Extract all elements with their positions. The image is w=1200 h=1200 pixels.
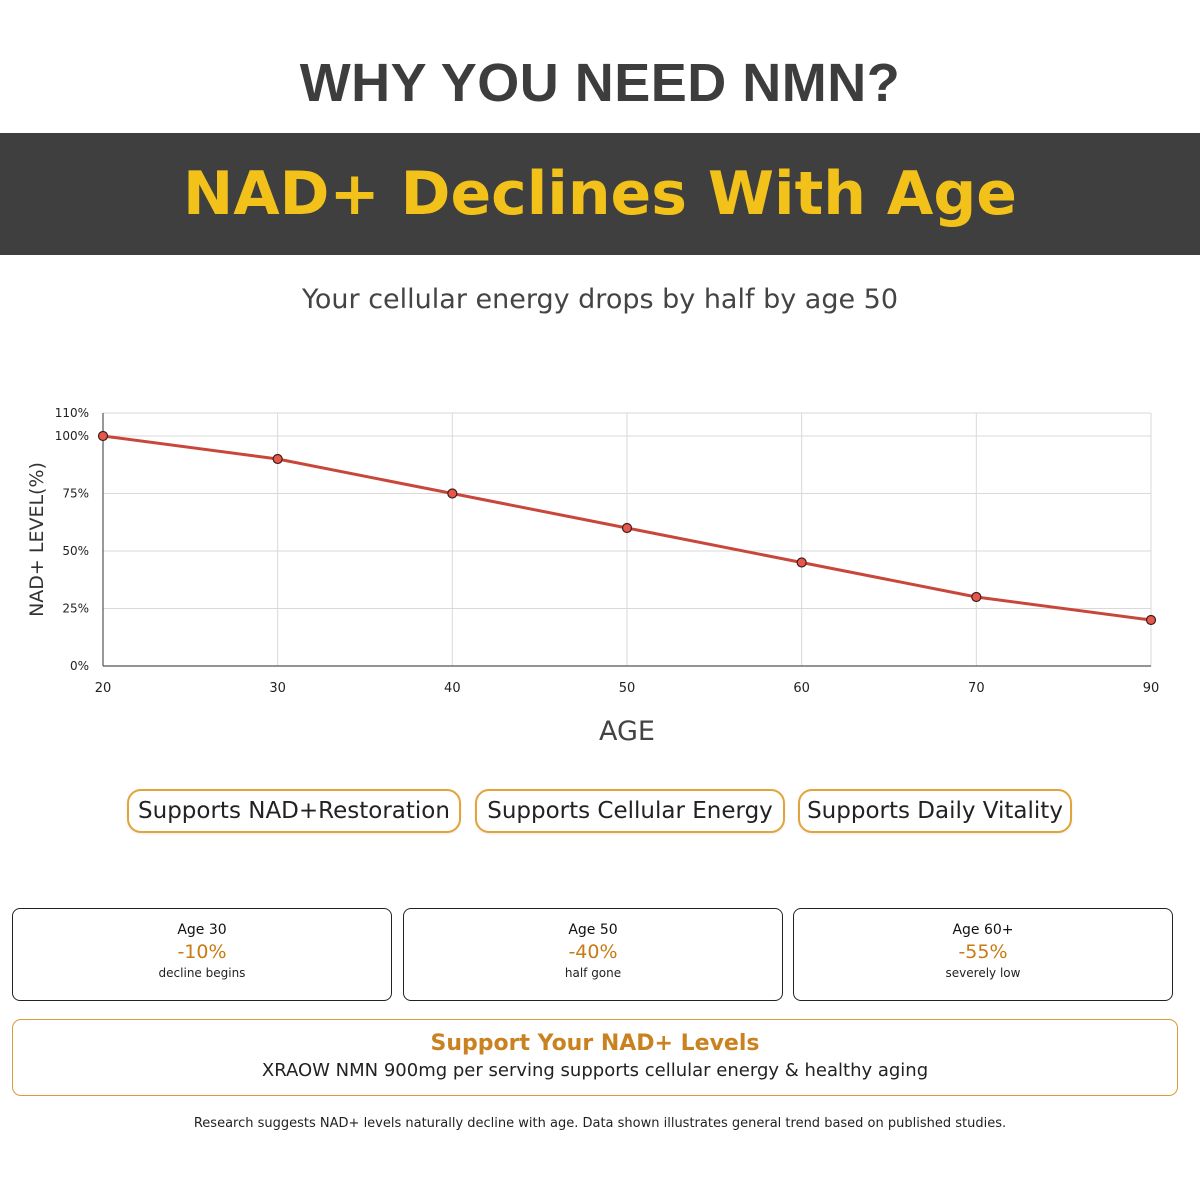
- data-point: [1145, 614, 1157, 626]
- x-tick-label: 40: [444, 681, 461, 696]
- data-point: [97, 430, 109, 442]
- x-tick-label: 60: [793, 681, 810, 696]
- stat-card-age-30: Age 30 -10% decline begins: [12, 908, 392, 1001]
- nad-decline-chart: 0% 25% 50% 75% 100% 110% 20 30 40 50 60 70 90 NAD+ …: [26, 406, 1160, 747]
- stat-value: -55%: [958, 941, 1008, 963]
- chart-axes: [102, 413, 1151, 667]
- stat-card-age-60-plus: Age 60+ -55% severely low: [793, 908, 1173, 1001]
- disclaimer: Research suggests NAD+ levels naturally …: [193, 1116, 1007, 1131]
- x-tick-label: 70: [968, 681, 985, 696]
- cta-text: XRAOW NMN 900mg per serving supports cel…: [261, 1060, 929, 1081]
- chart-grid: [103, 412, 1152, 666]
- data-point: [971, 591, 982, 603]
- stat-card-age-50: Age 50 -40% half gone: [403, 908, 783, 1001]
- data-point: [447, 488, 458, 499]
- y-tick-label: 110%: [55, 406, 89, 420]
- stat-age: Age 50: [568, 922, 618, 938]
- headline-banner: NAD+ Declines With Age: [0, 133, 1200, 255]
- x-tick-label: 50: [619, 681, 636, 696]
- chart-series: [97, 430, 1157, 626]
- x-tick-label: 30: [269, 681, 286, 696]
- stat-note: decline begins: [158, 966, 246, 980]
- benefit-pill-cellular-energy: Supports Cellular Energy: [475, 789, 785, 833]
- page-subtitle: Your cellular energy drops by half by ag…: [301, 284, 899, 315]
- x-axis-label: AGE: [599, 716, 655, 747]
- y-axis-label: NAD+ LEVEL(%): [26, 462, 48, 617]
- y-tick-label: 25%: [62, 602, 89, 616]
- benefit-pill-daily-vitality: Supports Daily Vitality: [798, 789, 1072, 833]
- page-title: WHY YOU NEED NMN?: [299, 53, 901, 113]
- x-tick-label: 20: [95, 681, 112, 696]
- y-tick-label: 0%: [70, 659, 89, 673]
- benefit-pill-nad-restoration: Supports NAD+Restoration: [127, 789, 461, 833]
- x-axis-ticks: 20 30 40 50 60 70 90: [95, 681, 1160, 696]
- data-point: [272, 453, 283, 465]
- banner-heading: NAD+ Declines With Age: [183, 159, 1017, 229]
- x-tick-label: 90: [1143, 681, 1160, 696]
- stat-age: Age 60+: [952, 922, 1014, 938]
- y-tick-label: 100%: [55, 429, 89, 443]
- stat-note: half gone: [564, 966, 622, 980]
- cta-title: Support Your NAD+ Levels: [430, 1031, 760, 1056]
- y-tick-label: 50%: [62, 544, 89, 558]
- stat-age: Age 30: [177, 922, 227, 938]
- y-tick-label: 75%: [62, 487, 89, 501]
- y-axis-ticks: 0% 25% 50% 75% 100% 110%: [55, 406, 89, 673]
- stat-value: -10%: [177, 941, 227, 963]
- stat-value: -40%: [568, 941, 618, 963]
- data-point: [796, 557, 807, 568]
- data-point: [621, 522, 633, 534]
- cta-box: Support Your NAD+ Levels XRAOW NMN 900mg…: [12, 1019, 1178, 1096]
- stat-note: severely low: [945, 966, 1021, 980]
